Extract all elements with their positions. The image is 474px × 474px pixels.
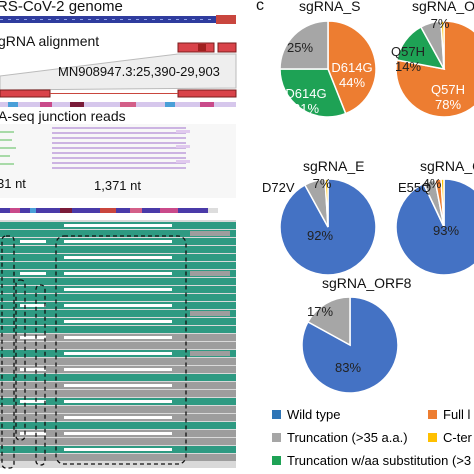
pie-slice: [301, 296, 399, 394]
junction-title: A-seq junction reads: [0, 108, 126, 124]
right-nt-label: 1,371 nt: [94, 178, 141, 193]
legend-truncation: Truncation (>35 a.a.): [272, 430, 408, 445]
pie-slice: [279, 20, 329, 70]
legend-c-term: C-ter: [428, 430, 472, 445]
pie-label: 7%: [431, 16, 450, 31]
pie-slice: [440, 20, 445, 70]
pie-label: 17%: [307, 304, 333, 319]
sequence-strip-top: [0, 102, 236, 107]
genome-bar: [0, 16, 236, 23]
gene-block: [0, 89, 51, 98]
pie-slice: [306, 296, 351, 347]
pie-slice: [327, 20, 377, 115]
pie-slice: [395, 20, 474, 118]
annotation-d72v: D72V: [262, 180, 295, 195]
pie-sgrna-s: D614G 44%D614G 31% 25%: [279, 20, 377, 118]
panel-letter: c: [256, 0, 264, 14]
genome-region-marker: [216, 15, 236, 24]
legend-swatch: [428, 410, 437, 419]
pie-sgrna-o2: 93% 4%: [395, 176, 474, 276]
pie-label: 93%: [433, 223, 459, 238]
pie-label: Q57H 78%: [431, 82, 465, 112]
pie-label: 25%: [287, 40, 313, 55]
pie-slice: [324, 178, 329, 228]
pie-label: D614G 31%: [285, 86, 326, 116]
pie-label: 7%: [313, 176, 332, 191]
alignment-block: [177, 42, 215, 53]
genome-title: RS-CoV-2 genome: [0, 0, 123, 15]
pie-label: 92%: [307, 228, 333, 243]
pie-sgrna-orf8: 83% 17%: [301, 296, 399, 394]
gene-block: [177, 89, 237, 98]
pie-title-sgrna-e: sgRNA_E: [303, 158, 365, 174]
highlight-boxes: [1, 235, 187, 469]
legend-swatch: [272, 456, 281, 465]
pie-label: D614G 44%: [331, 60, 372, 90]
read-alignment: [0, 220, 236, 468]
pie-title-sgrna-o: sgRNA_O: [412, 0, 474, 14]
legend-full-length: Full l: [428, 407, 470, 422]
pie-slice: [279, 68, 347, 118]
pie-label: 4%: [423, 176, 442, 191]
alignment-title: gRNA alignment: [0, 33, 100, 49]
left-nt-label: 31 nt: [0, 176, 26, 191]
pie-label: Q57H 14%: [391, 44, 425, 74]
pie-slice: [440, 178, 445, 228]
legend-wild-type: Wild type: [272, 407, 340, 422]
pie-sgrna-o: Q57H 78%Q57H 14% 7%: [391, 16, 474, 118]
legend-swatch: [272, 433, 281, 442]
legend-swatch: [428, 433, 437, 442]
annotation-e55q: E55Q: [398, 180, 432, 195]
pie-title-sgrna-orf8: sgRNA_ORF8: [322, 275, 412, 291]
sequence-strip-bottom: [0, 208, 218, 213]
pie-label: 83%: [335, 360, 361, 375]
alignment-block: [217, 42, 237, 53]
pie-title-sgrna-s: sgRNA_S: [299, 0, 361, 14]
legend-truncation-sub: Truncation w/aa substitution (>3: [272, 453, 471, 468]
junction-reads: [0, 124, 236, 198]
pie-slice: [395, 178, 474, 276]
pie-sgrna-e: 92% 7%: [279, 176, 377, 276]
coordinate-label: MN908947.3:25,390-29,903: [58, 64, 220, 79]
legend-swatch: [272, 410, 281, 419]
zoom-wedge: [0, 53, 237, 91]
pie-title-sgrna-o2: sgRNA_O: [420, 158, 474, 174]
